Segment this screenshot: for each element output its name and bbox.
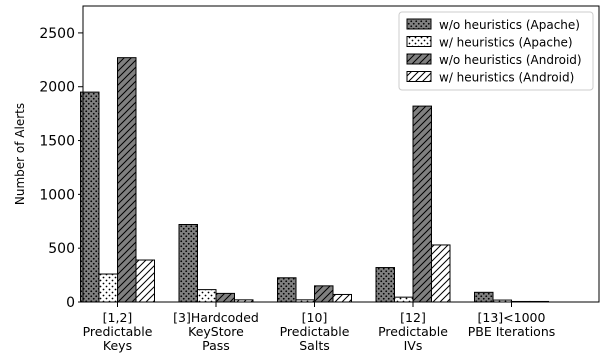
x-tick-label-line: KeyStore bbox=[188, 324, 244, 339]
x-tick-label-3: [12] Predictable IVs bbox=[378, 310, 448, 353]
bar-0-series-2 bbox=[117, 57, 137, 303]
x-tick-label-line: Keys bbox=[103, 338, 132, 353]
x-tick-label-4: [13]<1000 PBE Iterations bbox=[468, 310, 556, 339]
x-tick-label-line: Predictable bbox=[280, 324, 350, 339]
y-tick-label-1000: 1000 bbox=[39, 187, 75, 203]
x-tick-label-line: Pass bbox=[202, 338, 230, 353]
bar-2-series-2 bbox=[314, 285, 334, 303]
x-tick-label-line: IVs bbox=[404, 338, 423, 353]
x-tick-label-line: Predictable bbox=[83, 324, 153, 339]
legend-swatch-3 bbox=[406, 71, 432, 82]
bar-3-series-2 bbox=[412, 105, 432, 303]
y-tick-label-2000: 2000 bbox=[39, 80, 75, 96]
x-tick-label-0: [1,2] Predictable Keys bbox=[83, 310, 153, 353]
x-tick-label-line: [10] bbox=[302, 310, 328, 325]
legend-label-0: w/o heuristics (Apache) bbox=[439, 18, 580, 32]
legend-box bbox=[398, 11, 594, 91]
bar-3-series-3 bbox=[431, 244, 451, 303]
bar-1-series-2 bbox=[215, 292, 235, 303]
legend-swatch-0 bbox=[406, 18, 432, 30]
bar-2-series-0 bbox=[277, 277, 297, 303]
x-tick-label-2: [10] Predictable Salts bbox=[280, 310, 350, 353]
x-tick-label-line: Predictable bbox=[378, 324, 448, 339]
legend: w/o heuristics (Apache) w/ heuristics (Ap… bbox=[398, 11, 594, 91]
bar-3-series-0 bbox=[375, 267, 395, 303]
bar-0-series-3 bbox=[135, 259, 155, 303]
legend-label-2: w/o heuristics (Android) bbox=[439, 53, 582, 67]
x-tick-label-line: [3]Hardcoded bbox=[173, 310, 259, 325]
bar-0-series-1 bbox=[98, 273, 118, 303]
y-tick-label-500: 500 bbox=[48, 241, 75, 257]
x-tick-label-line: [13]<1000 bbox=[478, 310, 546, 325]
legend-label-3: w/ heuristics (Android) bbox=[439, 71, 574, 85]
y-tick-label-2500: 2500 bbox=[39, 26, 75, 42]
bar-1-series-0 bbox=[178, 224, 198, 303]
bar-3-series-1 bbox=[394, 296, 414, 303]
x-tick-label-1: [3]Hardcoded KeyStore Pass bbox=[173, 310, 259, 353]
x-tick-label-line: [1,2] bbox=[103, 310, 133, 325]
y-tick-label-1500: 1500 bbox=[39, 134, 75, 150]
x-tick-label-line: Salts bbox=[299, 338, 329, 353]
legend-label-1: w/ heuristics (Apache) bbox=[439, 36, 573, 50]
x-tick-label-line: PBE Iterations bbox=[468, 324, 556, 339]
bar-2-series-3 bbox=[332, 293, 352, 303]
y-axis-title: Number of Alerts bbox=[13, 103, 27, 205]
bar-1-series-1 bbox=[197, 289, 217, 303]
x-tick-label-line: [12] bbox=[400, 310, 426, 325]
legend-swatch-2 bbox=[406, 53, 432, 65]
y-tick-label-0: 0 bbox=[66, 295, 75, 311]
bar-4-series-0 bbox=[474, 291, 494, 303]
legend-swatch-1 bbox=[406, 36, 432, 47]
plot-frame bbox=[82, 5, 600, 303]
